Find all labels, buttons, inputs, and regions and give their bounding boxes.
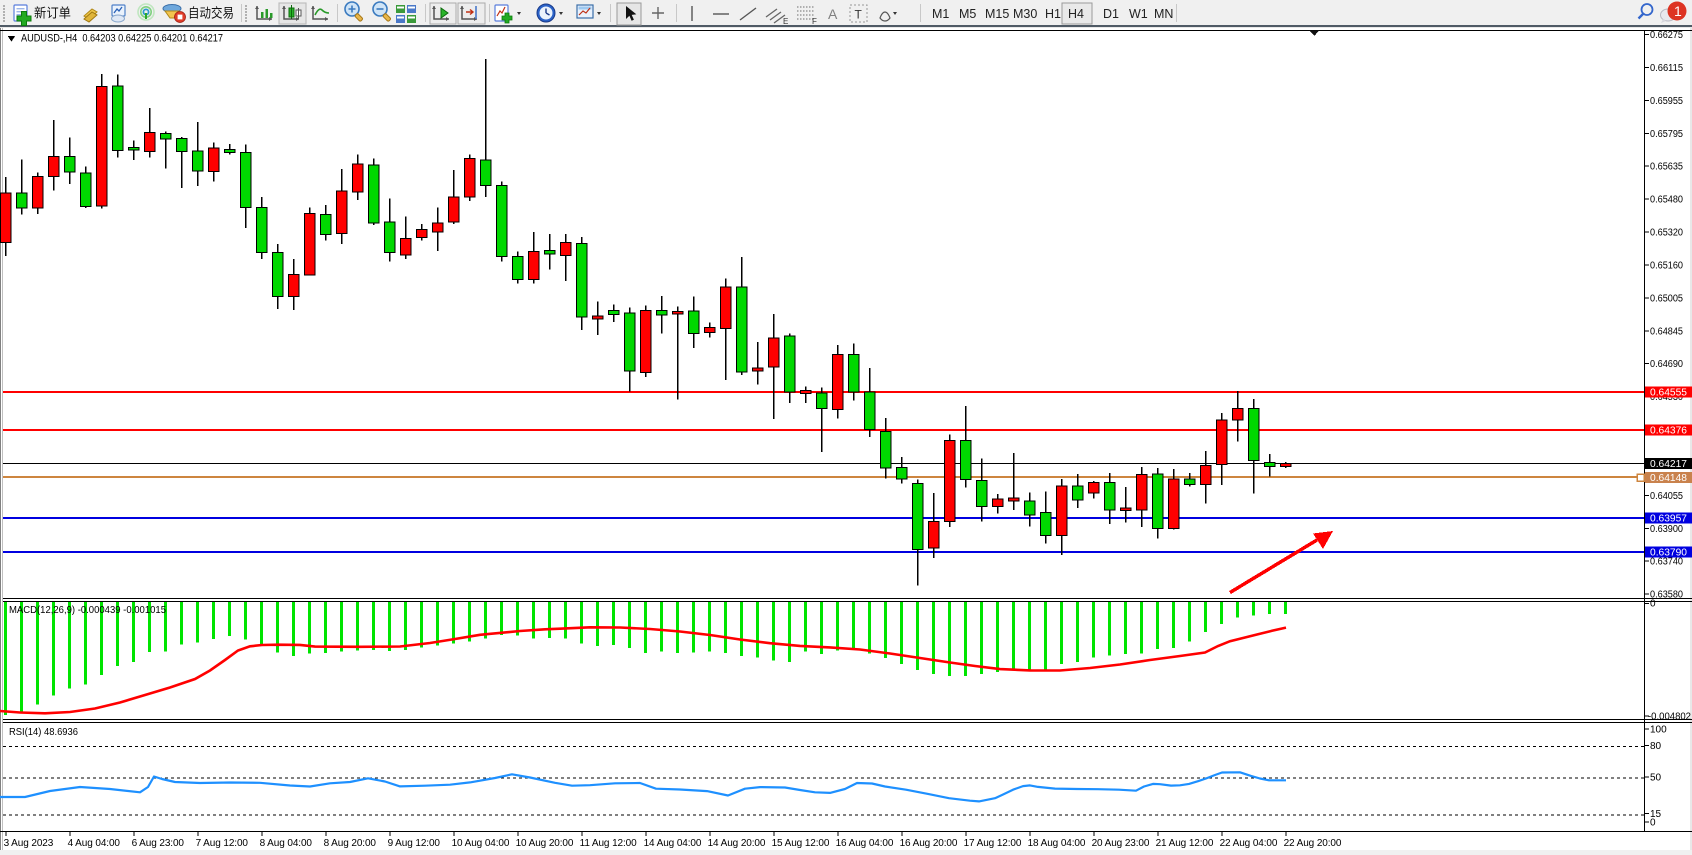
svg-text:0.64690: 0.64690 bbox=[1650, 359, 1683, 370]
svg-text:MACD(12,26,9) -0.000439 -0.001: MACD(12,26,9) -0.000439 -0.001015 bbox=[9, 604, 166, 616]
svg-text:0: 0 bbox=[1650, 599, 1656, 610]
svg-text:17 Aug 12:00: 17 Aug 12:00 bbox=[964, 838, 1022, 849]
svg-text:8 Aug 20:00: 8 Aug 20:00 bbox=[324, 838, 377, 849]
svg-text:22 Aug 20:00: 22 Aug 20:00 bbox=[1284, 838, 1342, 849]
svg-text:0.63790: 0.63790 bbox=[1650, 548, 1687, 559]
svg-text:0.65320: 0.65320 bbox=[1650, 228, 1683, 239]
svg-text:18 Aug 04:00: 18 Aug 04:00 bbox=[1028, 838, 1086, 849]
svg-text:0.63580: 0.63580 bbox=[1650, 590, 1683, 601]
svg-text:D1: D1 bbox=[1103, 7, 1119, 21]
svg-text:0.63900: 0.63900 bbox=[1650, 524, 1683, 535]
svg-text:11 Aug 12:00: 11 Aug 12:00 bbox=[580, 838, 638, 849]
svg-text:T: T bbox=[855, 8, 863, 22]
svg-text:0.64530: 0.64530 bbox=[1650, 392, 1683, 403]
svg-text:6 Aug 23:00: 6 Aug 23:00 bbox=[132, 838, 185, 849]
svg-text:MN: MN bbox=[1154, 7, 1173, 21]
svg-text:1: 1 bbox=[1674, 3, 1682, 19]
svg-text:0.63740: 0.63740 bbox=[1650, 557, 1683, 568]
svg-text:RSI(14) 48.6936: RSI(14) 48.6936 bbox=[9, 726, 78, 738]
svg-text:M1: M1 bbox=[932, 7, 949, 21]
svg-text:100: 100 bbox=[1650, 724, 1667, 735]
svg-text:-0.004802: -0.004802 bbox=[1648, 712, 1691, 723]
svg-text:22 Aug 04:00: 22 Aug 04:00 bbox=[1220, 838, 1278, 849]
svg-text:W1: W1 bbox=[1129, 7, 1148, 21]
svg-text:80: 80 bbox=[1650, 741, 1662, 752]
svg-text:M5: M5 bbox=[959, 7, 976, 21]
svg-text:A: A bbox=[828, 6, 838, 22]
svg-text:自动交易: 自动交易 bbox=[188, 6, 234, 21]
svg-text:新订单: 新订单 bbox=[34, 6, 71, 21]
svg-text:0.64217: 0.64217 bbox=[1650, 459, 1687, 470]
svg-text:M30: M30 bbox=[1013, 7, 1037, 21]
svg-text:9 Aug 12:00: 9 Aug 12:00 bbox=[388, 838, 441, 849]
svg-text:0: 0 bbox=[1650, 818, 1656, 829]
svg-text:14 Aug 20:00: 14 Aug 20:00 bbox=[708, 838, 766, 849]
svg-text:0.64845: 0.64845 bbox=[1650, 326, 1683, 337]
svg-text:15 Aug 12:00: 15 Aug 12:00 bbox=[772, 838, 830, 849]
svg-text:50: 50 bbox=[1650, 772, 1662, 783]
svg-text:0.63957: 0.63957 bbox=[1650, 514, 1687, 525]
svg-text:0.65480: 0.65480 bbox=[1650, 195, 1683, 206]
svg-text:0.64055: 0.64055 bbox=[1650, 491, 1683, 502]
svg-text:0.65635: 0.65635 bbox=[1650, 162, 1683, 173]
svg-text:16 Aug 04:00: 16 Aug 04:00 bbox=[836, 838, 894, 849]
svg-text:14 Aug 04:00: 14 Aug 04:00 bbox=[644, 838, 702, 849]
svg-text:0.65955: 0.65955 bbox=[1650, 96, 1683, 107]
svg-text:7 Aug 12:00: 7 Aug 12:00 bbox=[196, 838, 249, 849]
svg-text:0.66275: 0.66275 bbox=[1650, 30, 1683, 41]
svg-text:15: 15 bbox=[1650, 809, 1662, 820]
svg-text:4 Aug 04:00: 4 Aug 04:00 bbox=[68, 838, 121, 849]
svg-text:0.66115: 0.66115 bbox=[1650, 63, 1683, 74]
svg-text:E: E bbox=[783, 17, 788, 26]
svg-text:10 Aug 04:00: 10 Aug 04:00 bbox=[452, 838, 510, 849]
svg-text:0.64555: 0.64555 bbox=[1650, 388, 1687, 399]
svg-text:16 Aug 20:00: 16 Aug 20:00 bbox=[900, 838, 958, 849]
svg-text:M15: M15 bbox=[985, 7, 1009, 21]
svg-text:21 Aug 12:00: 21 Aug 12:00 bbox=[1156, 838, 1214, 849]
svg-text:0.64376: 0.64376 bbox=[1650, 426, 1687, 437]
svg-text:3 Aug 2023: 3 Aug 2023 bbox=[4, 838, 54, 849]
svg-text:F: F bbox=[812, 17, 817, 26]
svg-text:0.65795: 0.65795 bbox=[1650, 129, 1683, 140]
svg-text:8 Aug 04:00: 8 Aug 04:00 bbox=[260, 838, 313, 849]
svg-text:H1: H1 bbox=[1045, 7, 1061, 21]
svg-text:0.65005: 0.65005 bbox=[1650, 293, 1683, 304]
svg-text:0.64148: 0.64148 bbox=[1650, 473, 1687, 484]
svg-text:10 Aug 20:00: 10 Aug 20:00 bbox=[516, 838, 574, 849]
svg-text:H4: H4 bbox=[1068, 7, 1084, 21]
svg-text:20 Aug 23:00: 20 Aug 23:00 bbox=[1092, 838, 1150, 849]
svg-text:0.65160: 0.65160 bbox=[1650, 260, 1683, 271]
svg-text:AUDUSD-,H4 0.64203 0.64225 0.: AUDUSD-,H4 0.64203 0.64225 0.64201 0.642… bbox=[21, 33, 223, 45]
